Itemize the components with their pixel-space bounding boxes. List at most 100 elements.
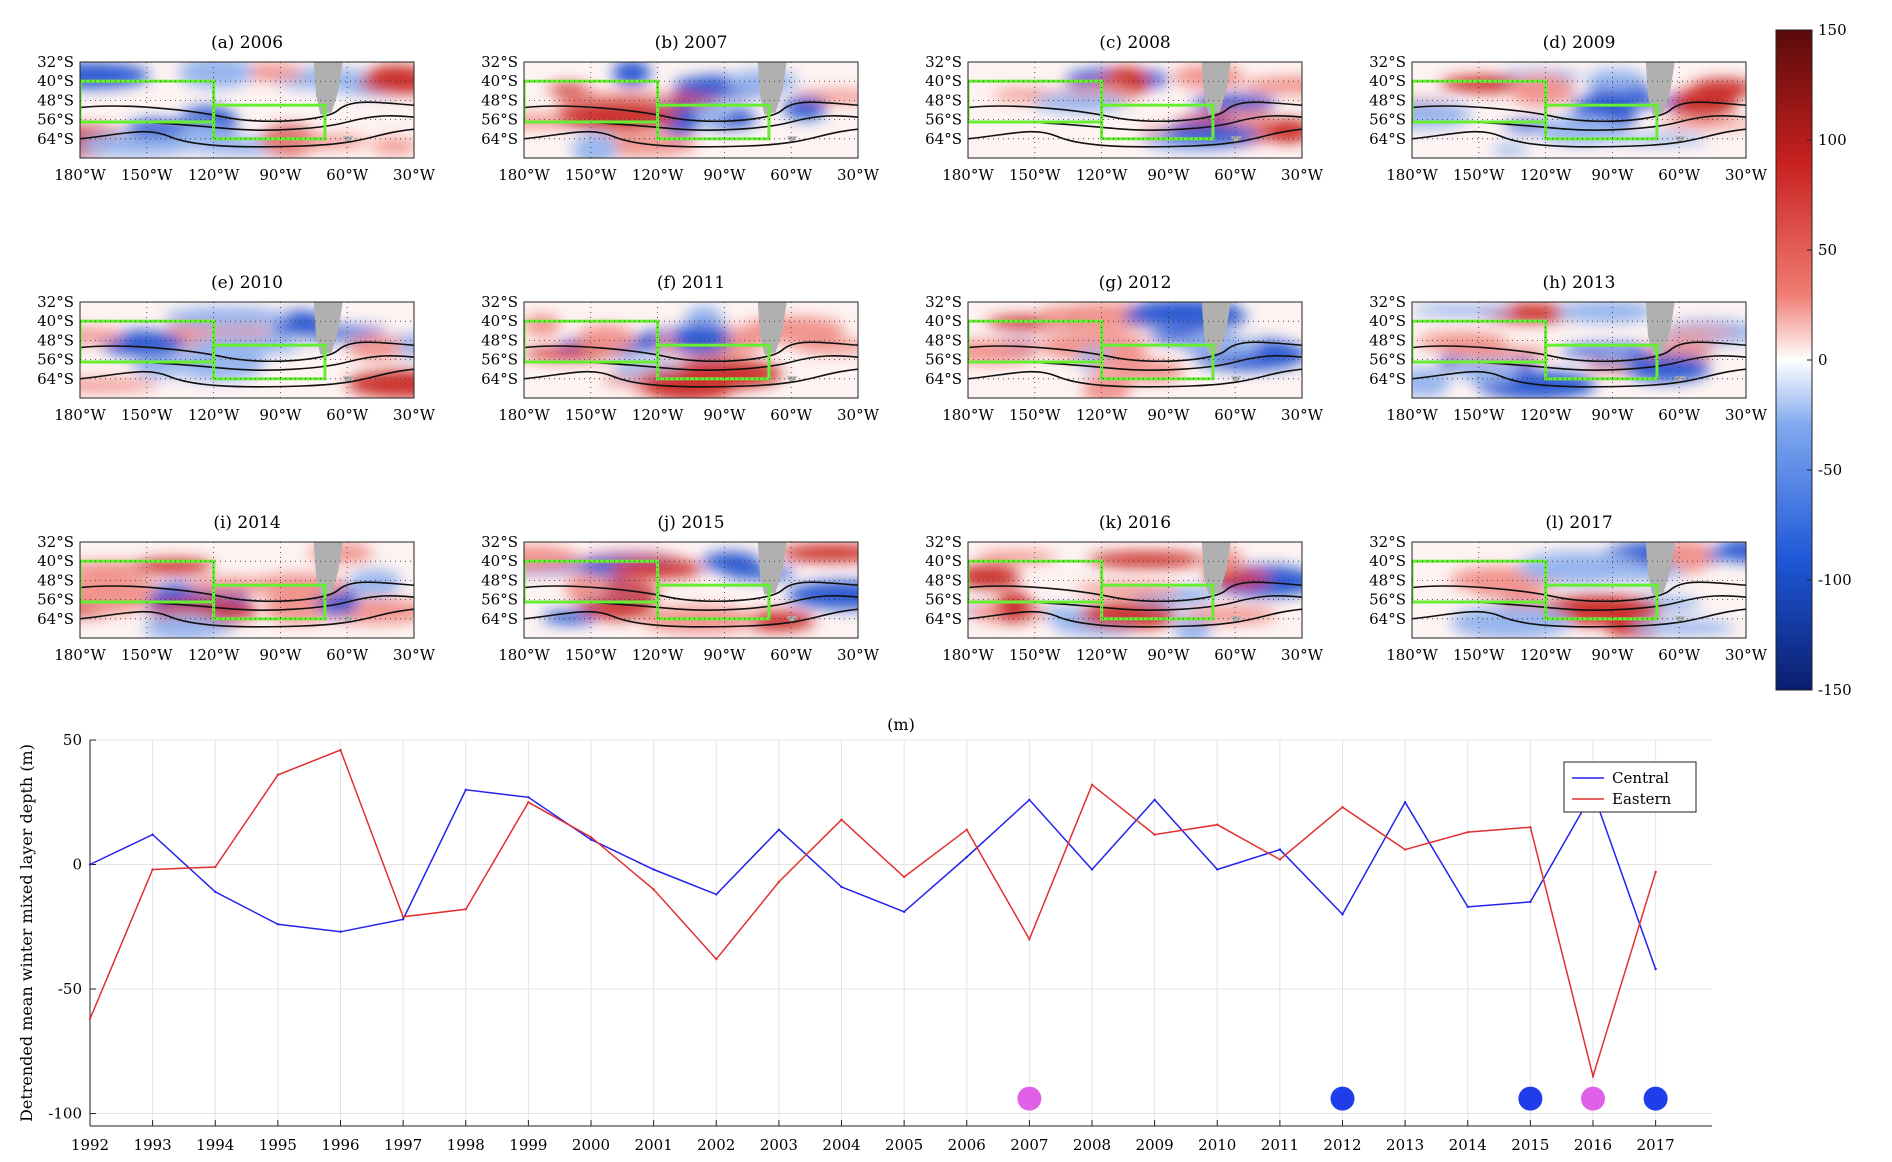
anomaly-blob <box>1631 620 1735 635</box>
data-point-eastern <box>1403 848 1407 851</box>
map-frame <box>523 301 859 399</box>
anomaly-blob <box>1450 605 1571 638</box>
x-tick-label: 2012 <box>1323 1136 1361 1154</box>
series-line-eastern <box>89 749 1657 1079</box>
data-point-central <box>527 796 530 799</box>
lat-tick-label: 32°S <box>37 533 74 551</box>
front-contour <box>1412 581 1746 603</box>
lon-tick-label: 90°W <box>259 406 302 424</box>
front-contour <box>524 128 858 148</box>
land-mass <box>1674 616 1686 624</box>
map-title: (h) 2013 <box>1543 273 1616 293</box>
x-tick-label: 2009 <box>1136 1136 1174 1154</box>
map-frame <box>1411 61 1747 159</box>
lon-tick-label: 120°W <box>188 406 240 424</box>
colorbar-tick-label: -150 <box>1818 681 1852 699</box>
lon-tick-label: 90°W <box>259 646 302 664</box>
anomaly-blob <box>1038 306 1075 327</box>
map-panel: (k) 2016 32°S40°S48°S 56°S64°S 180°W 150°W 12… <box>925 513 1323 664</box>
data-point-central <box>1216 868 1219 871</box>
data-point-eastern <box>902 875 906 879</box>
map-frame <box>1411 541 1747 639</box>
lon-tick-label: 90°W <box>703 406 746 424</box>
map-panel: (a) 2006 32°S40°S48°S 56°S64°S 180°W 150°W 12… <box>37 33 435 184</box>
land-mass <box>1645 62 1675 115</box>
lon-tick-label: 90°W <box>1591 166 1634 184</box>
lon-tick-label: 150°W <box>1009 166 1061 184</box>
lon-tick-label: 90°W <box>1147 166 1190 184</box>
lon-tick-label: 180°W <box>942 166 994 184</box>
lat-tick-label: 32°S <box>1369 53 1406 71</box>
lat-tick-label: 40°S <box>925 312 962 330</box>
x-tick-label: 1992 <box>71 1136 109 1154</box>
lat-tick-label: 56°S <box>481 351 518 369</box>
map-frame <box>79 301 415 399</box>
lat-tick-label: 56°S <box>925 351 962 369</box>
front-contour <box>968 341 1302 363</box>
lon-tick-label: 60°W <box>770 406 813 424</box>
lon-tick-label: 30°W <box>837 406 880 424</box>
x-tick-label: 1998 <box>447 1136 485 1154</box>
anomaly-blob <box>170 348 265 381</box>
land-mass <box>757 542 787 595</box>
lon-tick-label: 180°W <box>1386 166 1438 184</box>
lat-tick-label: 64°S <box>1369 370 1406 388</box>
map-panel: (i) 2014 32°S40°S48°S 56°S64°S 180°W 150°W 12… <box>37 513 435 664</box>
anomaly-blob <box>135 361 183 378</box>
legend-box <box>1563 761 1697 813</box>
anomaly-field <box>524 302 858 398</box>
event-marker <box>1581 1086 1606 1111</box>
data-point-central <box>1341 913 1344 916</box>
data-point-eastern <box>652 888 655 891</box>
lat-tick-label: 48°S <box>481 571 518 589</box>
data-point-central <box>276 923 280 926</box>
anomaly-blob <box>164 306 290 328</box>
x-tick-label: 2000 <box>572 1136 610 1154</box>
front-contour <box>968 128 1302 148</box>
lon-tick-label: 90°W <box>1147 646 1190 664</box>
anomaly-blob <box>1117 360 1185 383</box>
anomaly-blob <box>1445 346 1554 360</box>
anomaly-blob <box>564 574 607 601</box>
x-tick-label: 2013 <box>1386 1136 1424 1154</box>
map-panel: (h) 2013 32°S40°S48°S 56°S64°S 180°W 150°W 12… <box>1369 273 1767 424</box>
anomaly-field <box>524 542 858 638</box>
lat-tick-label: 64°S <box>37 370 74 388</box>
data-point-eastern <box>276 773 280 777</box>
front-contour <box>524 581 858 603</box>
map-panel: (l) 2017 32°S40°S48°S 56°S64°S 180°W 150°W 12… <box>1369 513 1767 664</box>
x-tick-label: 2015 <box>1511 1136 1549 1154</box>
data-point-eastern <box>1216 823 1219 826</box>
land-mass <box>313 542 343 595</box>
front-contour <box>1412 368 1746 388</box>
lon-tick-label: 150°W <box>121 406 173 424</box>
lat-tick-label: 48°S <box>37 91 74 109</box>
map-frame <box>967 301 1303 399</box>
data-point-eastern <box>1278 858 1282 861</box>
data-point-central <box>1403 801 1407 804</box>
anomaly-blob <box>80 133 197 157</box>
anomaly-blob <box>367 64 414 86</box>
x-tick-label: 2010 <box>1198 1136 1236 1154</box>
land-mass <box>786 376 798 384</box>
lon-tick-label: 30°W <box>1281 406 1324 424</box>
lon-tick-label: 60°W <box>770 166 813 184</box>
lon-tick-label: 120°W <box>188 166 240 184</box>
lat-tick-label: 40°S <box>925 552 962 570</box>
anomaly-blob <box>968 564 1021 589</box>
land-mass <box>757 62 787 115</box>
lon-tick-label: 120°W <box>1520 406 1572 424</box>
lat-tick-label: 48°S <box>37 571 74 589</box>
anomaly-blob <box>1560 344 1663 358</box>
lon-tick-label: 180°W <box>54 406 106 424</box>
lon-tick-label: 180°W <box>498 646 550 664</box>
lat-tick-label: 40°S <box>1369 72 1406 90</box>
data-point-central <box>902 910 906 914</box>
anomaly-blob <box>1717 542 1746 563</box>
anomaly-blob <box>1662 327 1736 338</box>
front-contour <box>1412 608 1746 628</box>
land-mass <box>1230 376 1242 384</box>
anomaly-blob <box>582 596 652 620</box>
lat-tick-label: 32°S <box>37 293 74 311</box>
lon-tick-label: 180°W <box>54 166 106 184</box>
